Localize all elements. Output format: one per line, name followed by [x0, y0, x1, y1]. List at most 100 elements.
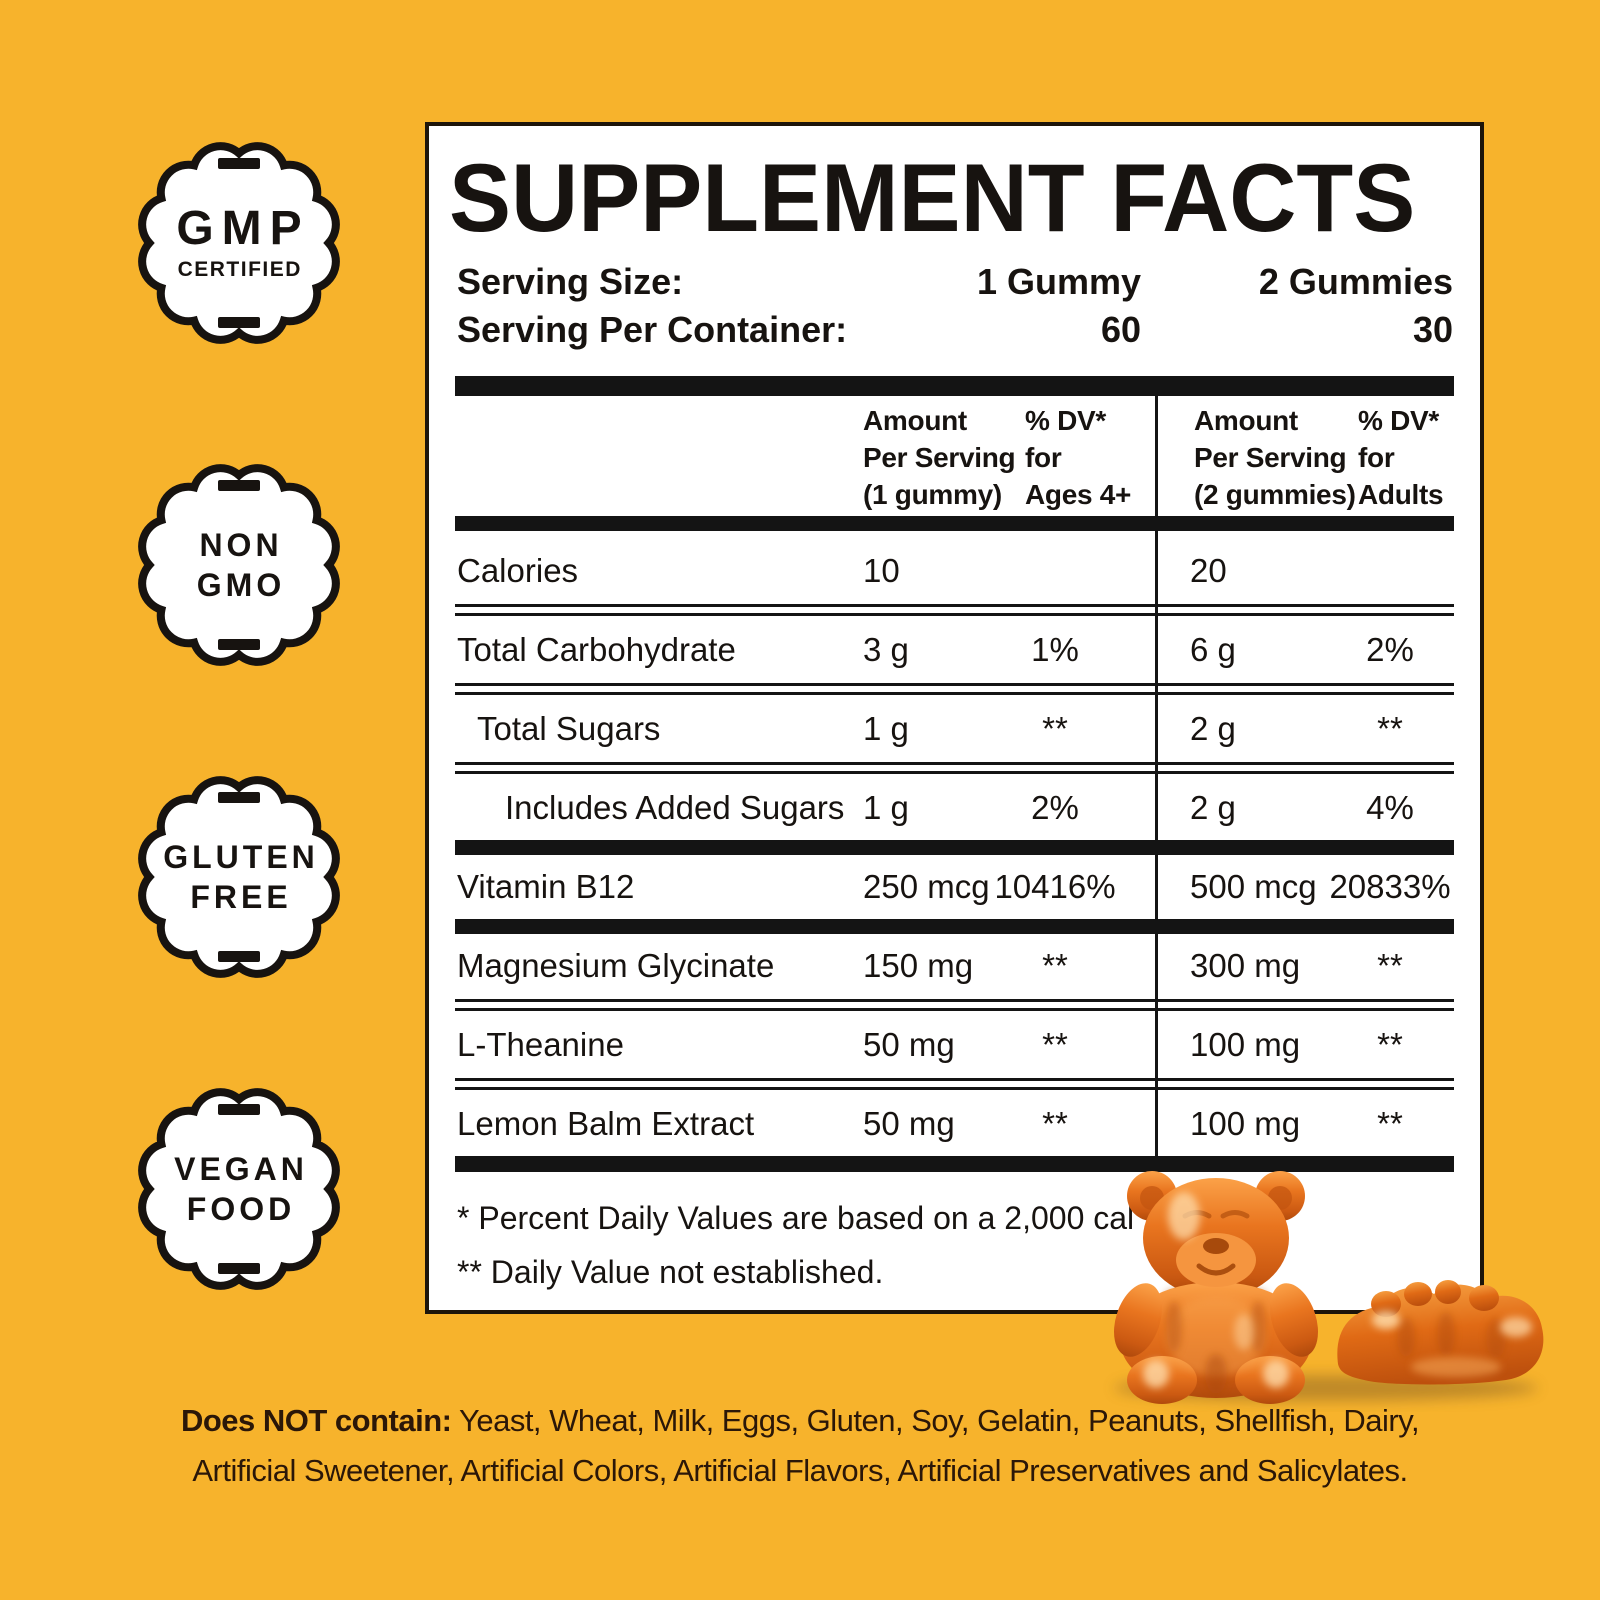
row-amount1: 50 mg	[863, 1026, 955, 1063]
row-amount2: 100 mg	[1190, 1026, 1301, 1063]
badge-line1: NON	[199, 527, 283, 563]
disclaimer-bold-label: Does NOT contain:	[180, 1403, 452, 1438]
badge-line2: GMO	[196, 567, 286, 603]
table-row-calories: Calories 10 20	[429, 531, 1480, 610]
row-name: Vitamin B12	[457, 868, 635, 905]
dash-icon	[218, 317, 260, 328]
dash-icon	[218, 1104, 260, 1115]
bottom-disclaimer: Does NOT contain: Yeast, Wheat, Milk, Eg…	[0, 1396, 1600, 1496]
servings-count-2: 30	[1412, 309, 1453, 350]
servings-per-container-row: Serving Per Container: 60 30	[429, 308, 1480, 352]
row-dv2: **	[1377, 947, 1403, 984]
row-dv2: **	[1377, 1105, 1403, 1142]
col-header-dv-ages4: % DV* for Ages 4+	[1025, 405, 1132, 510]
serving-size-label: Serving Size:	[457, 261, 684, 302]
row-dv1: **	[1042, 1105, 1068, 1142]
row-amount1: 250 mcg	[863, 868, 990, 905]
row-amount1: 3 g	[863, 631, 909, 668]
gmp-certified-badge: GMP CERTIFIED	[124, 128, 354, 358]
table-row-total-carbohydrate: Total Carbohydrate 3 g 1% 6 g 2%	[429, 610, 1480, 689]
seal-scallop-icon	[138, 464, 340, 666]
separator-thick	[455, 376, 1454, 396]
row-dv1: **	[1042, 710, 1068, 747]
row-amount2: 6 g	[1190, 631, 1236, 668]
row-dv2: 2%	[1366, 631, 1414, 668]
serving-size-1-gummy: 1 Gummy	[976, 261, 1141, 302]
col-header-amount-1gummy: Amount Per Serving (1 gummy)	[863, 405, 1016, 510]
gluten-free-badge: GLUTEN FREE	[124, 762, 354, 992]
row-dv2: 4%	[1366, 789, 1414, 826]
row-name: Total Sugars	[477, 710, 661, 747]
servings-count-1: 60	[1100, 309, 1141, 350]
servings-per-container-label: Serving Per Container:	[457, 309, 848, 350]
row-amount1: 10	[863, 552, 900, 589]
lying-gummy-bear	[1337, 1280, 1544, 1385]
row-dv2: **	[1377, 710, 1403, 747]
row-amount2: 2 g	[1190, 710, 1236, 747]
table-row-lemon-balm-extract: Lemon Balm Extract 50 mg ** 100 mg **	[429, 1084, 1480, 1163]
dash-icon	[218, 1263, 260, 1274]
separator-thick	[455, 919, 1454, 934]
separator-thick	[455, 1156, 1454, 1172]
col-header-dv-adults: % DV* for Adults	[1358, 405, 1444, 510]
row-name: Total Carbohydrate	[457, 631, 736, 668]
separator-thin	[455, 683, 1454, 695]
row-amount2: 100 mg	[1190, 1105, 1301, 1142]
dash-icon	[218, 951, 260, 962]
separator-thin	[455, 762, 1454, 774]
row-dv2: **	[1377, 1026, 1403, 1063]
row-amount2: 500 mcg	[1190, 868, 1317, 905]
row-amount2: 20	[1190, 552, 1227, 589]
row-amount2: 2 g	[1190, 789, 1236, 826]
non-gmo-badge: NON GMO	[124, 450, 354, 680]
badge-line2: CERTIFIED	[177, 258, 302, 281]
disclaimer-line-1: Does NOT contain: Yeast, Wheat, Milk, Eg…	[0, 1396, 1600, 1446]
col-header-amount-2gummies: Amount Per Serving (2 gummies)	[1194, 405, 1356, 510]
row-amount1: 150 mg	[863, 947, 974, 984]
seal-scallop-icon	[138, 776, 340, 978]
serving-size-row: Serving Size: 1 Gummy 2 Gummies	[429, 260, 1480, 304]
badge-line1: GLUTEN	[163, 839, 319, 875]
row-dv1: 1%	[1031, 631, 1079, 668]
badge-line1: GMP	[176, 202, 310, 255]
row-amount1: 50 mg	[863, 1105, 955, 1142]
separator-thick	[455, 840, 1454, 855]
row-amount1: 1 g	[863, 710, 909, 747]
serving-size-2-gummies: 2 Gummies	[1258, 261, 1453, 302]
separator-thin	[455, 1078, 1454, 1090]
row-amount2: 300 mg	[1190, 947, 1301, 984]
row-dv1: 10416%	[994, 868, 1116, 905]
row-dv1: **	[1042, 1026, 1068, 1063]
row-name: Magnesium Glycinate	[457, 947, 775, 984]
badge-line1: VEGAN	[174, 1151, 308, 1187]
table-row-magnesium-glycinate: Magnesium Glycinate 150 mg ** 300 mg **	[429, 926, 1480, 1005]
footnote-daily-values: * Percent Daily Values are based on a 2,…	[457, 1200, 1135, 1236]
dash-icon	[218, 158, 260, 169]
disclaimer-line1-text: Yeast, Wheat, Milk, Eggs, Gluten, Soy, G…	[451, 1403, 1420, 1438]
dash-icon	[218, 792, 260, 803]
row-amount1: 1 g	[863, 789, 909, 826]
dash-icon	[218, 480, 260, 491]
panel-title: SUPPLEMENT FACTS	[449, 143, 1416, 252]
badge-line2: FREE	[190, 879, 292, 915]
row-name: L-Theanine	[457, 1026, 624, 1063]
table-row-total-sugars: Total Sugars 1 g ** 2 g **	[429, 689, 1480, 768]
standing-gummy-bear	[1114, 1171, 1318, 1404]
row-dv1: **	[1042, 947, 1068, 984]
table-row-l-theanine: L-Theanine 50 mg ** 100 mg **	[429, 1005, 1480, 1084]
row-dv2: 20833%	[1329, 868, 1451, 905]
table-row-vitamin-b12: Vitamin B12 250 mcg 10416% 500 mcg 20833…	[429, 847, 1480, 926]
row-name: Includes Added Sugars	[505, 789, 845, 826]
disclaimer-line-2: Artificial Sweetener, Artificial Colors,…	[192, 1453, 1408, 1488]
row-name: Calories	[457, 552, 579, 589]
vegan-food-badge: VEGAN FOOD	[124, 1074, 354, 1304]
gummy-bears-image	[1114, 1171, 1544, 1404]
seal-scallop-icon	[138, 1088, 340, 1290]
dash-icon	[218, 639, 260, 650]
table-row-added-sugars: Includes Added Sugars 1 g 2% 2 g 4%	[429, 768, 1480, 847]
footnote-not-established: ** Daily Value not established.	[457, 1254, 884, 1290]
badge-line2: FOOD	[186, 1191, 296, 1227]
supplement-facts-panel: SUPPLEMENT FACTS Serving Size: 1 Gummy 2…	[425, 122, 1484, 1314]
seal-scallop-icon	[138, 142, 340, 344]
